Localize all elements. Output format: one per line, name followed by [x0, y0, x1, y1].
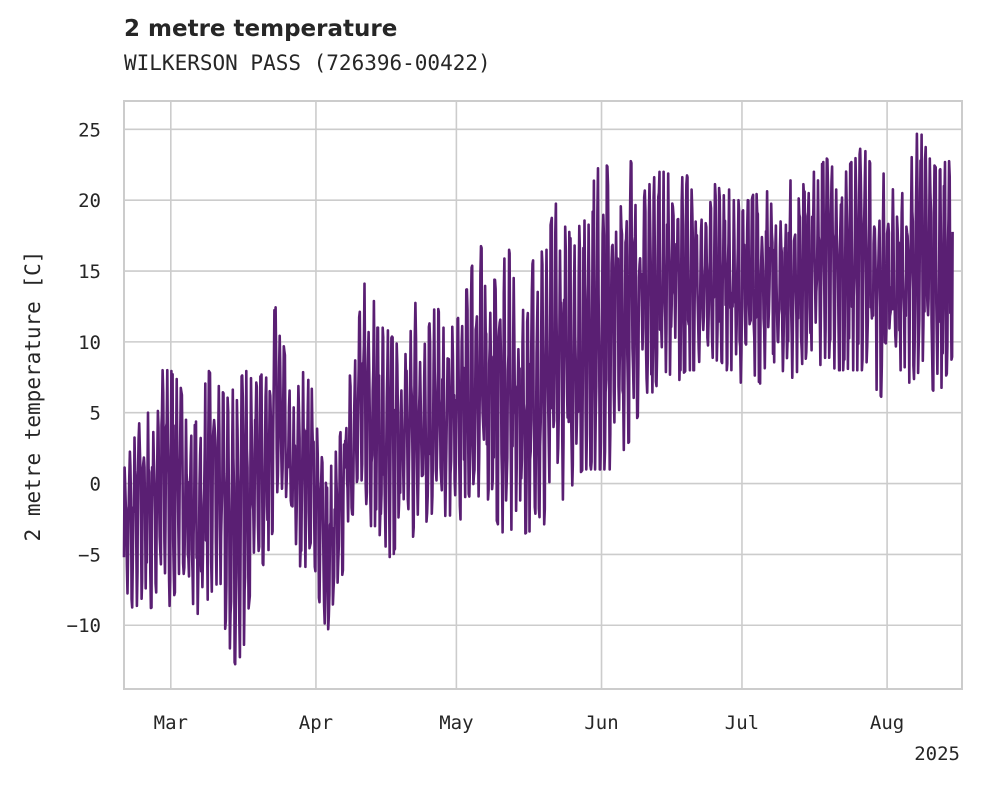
y-tick-label: −10: [67, 615, 101, 637]
plot-frame: [123, 100, 963, 690]
x-tick-label: Jul: [725, 712, 759, 734]
y-tick-label: 5: [90, 403, 101, 425]
y-tick-label: 0: [90, 474, 101, 496]
x-tick-label: Jun: [584, 712, 618, 734]
y-tick-label: 20: [78, 190, 101, 212]
temperature-series-line: [122, 132, 954, 666]
x-year-label: 2025: [914, 743, 960, 765]
y-tick-label: 15: [78, 261, 101, 283]
x-tick-label: Mar: [154, 712, 188, 734]
y-tick-label: −5: [78, 544, 101, 566]
chart-title: 2 metre temperature: [124, 16, 398, 42]
x-tick-label: Aug: [870, 712, 904, 734]
x-tick-label: Apr: [299, 712, 333, 734]
x-tick-labels: Mar Apr May Jun Jul Aug: [154, 712, 905, 734]
y-tick-labels: −10 −5 0 5 10 15 20 25: [67, 119, 101, 637]
chart-subtitle: WILKERSON PASS (726396-00422): [124, 51, 491, 75]
x-tick-label: May: [439, 712, 473, 734]
y-tick-label: 25: [78, 119, 101, 141]
y-tick-label: 10: [78, 332, 101, 354]
y-axis-label: 2 metre temperature [C]: [21, 251, 45, 542]
